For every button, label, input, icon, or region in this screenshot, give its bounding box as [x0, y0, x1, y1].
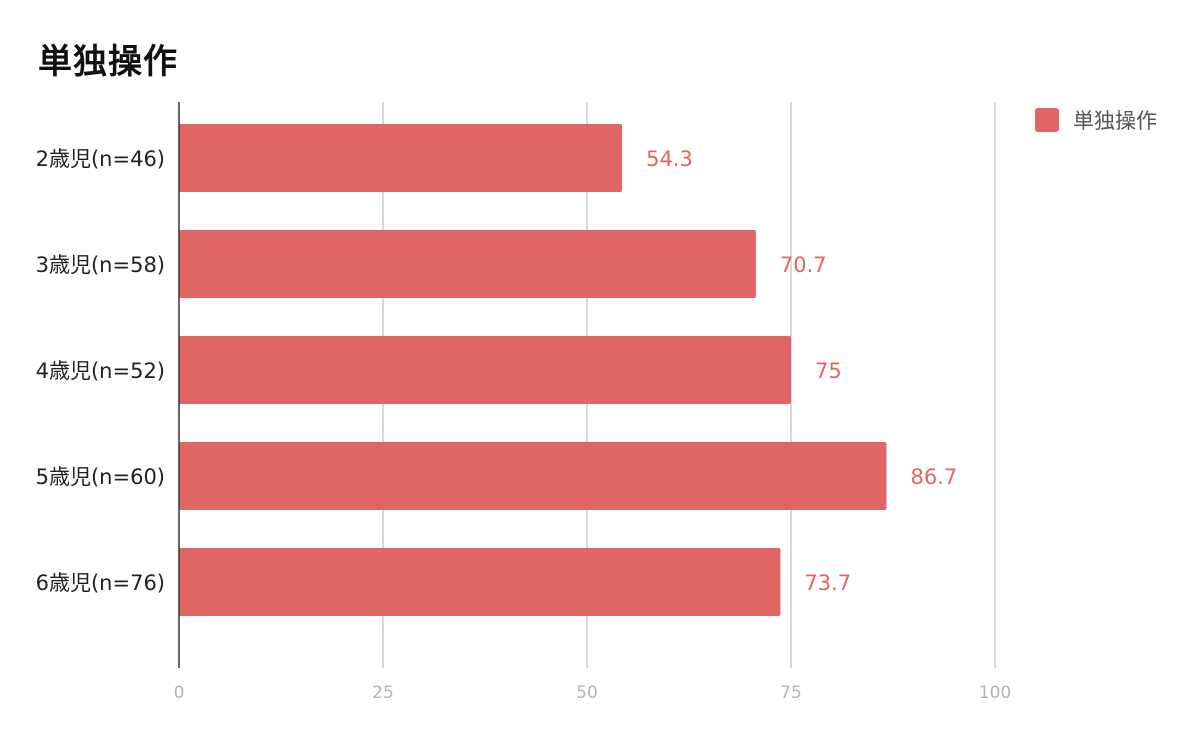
chart-title: 単独操作: [38, 42, 178, 82]
category-label: 6歳児(n=76): [36, 571, 165, 595]
x-tick-label: 50: [576, 683, 598, 703]
data-label: 70.7: [780, 253, 827, 277]
bar: [179, 442, 887, 510]
legend: 単独操作: [1035, 105, 1157, 135]
legend-swatch: [1035, 108, 1059, 132]
labels: 0 25 50 75 100 2歳児(n=46) 54.3 3歳児(n=58) 70.7 4歳児(…: [36, 147, 1012, 703]
data-label: 54.3: [646, 147, 693, 171]
bar: [179, 548, 781, 616]
category-label: 2歳児(n=46): [36, 147, 165, 171]
data-label: 75: [815, 359, 842, 383]
bar: [179, 230, 756, 298]
data-label: 73.7: [804, 571, 851, 595]
bar: [179, 124, 623, 192]
x-tick-label: 0: [174, 683, 185, 703]
x-tick-label: 100: [979, 683, 1011, 703]
legend-label: 単独操作: [1073, 109, 1157, 133]
category-label: 5歳児(n=60): [36, 465, 165, 489]
x-tick-label: 25: [372, 683, 394, 703]
bars: [179, 124, 887, 616]
x-tick-label: 75: [780, 683, 802, 703]
bar: [179, 336, 791, 404]
category-label: 4歳児(n=52): [36, 359, 165, 383]
data-label: 86.7: [910, 465, 957, 489]
category-label: 3歳児(n=58): [36, 253, 165, 277]
